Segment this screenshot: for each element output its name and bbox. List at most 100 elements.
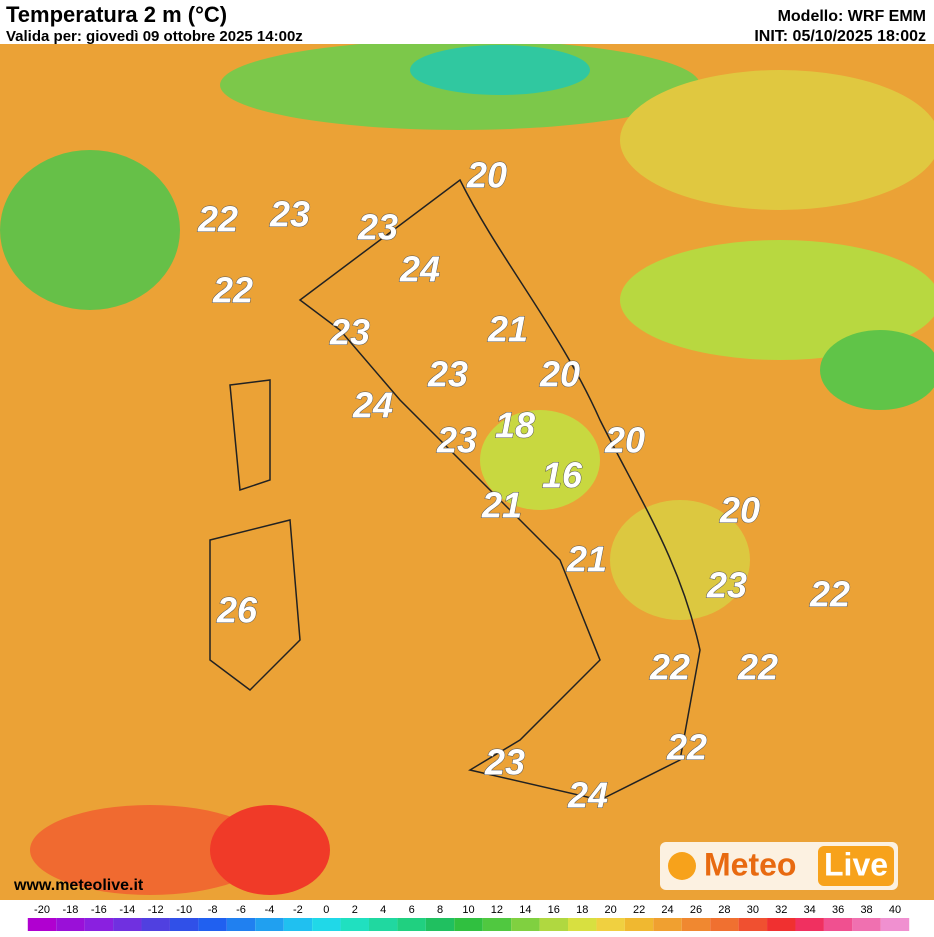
colorbar-tick-label: 30 xyxy=(747,904,759,916)
city-label: 20 xyxy=(604,420,645,461)
colorbar-segment xyxy=(738,918,768,931)
logo-meteo: Meteo xyxy=(704,846,796,882)
colorbar-tick-label: 36 xyxy=(832,904,844,916)
colorbar-tick-label: 8 xyxy=(437,904,443,916)
colorbar-tick-label: -20 xyxy=(34,904,50,916)
colorbar-segment xyxy=(624,918,654,931)
valid-time: Valida per: giovedì 09 ottobre 2025 14:0… xyxy=(6,28,303,45)
colorbar-tick-label: 32 xyxy=(775,904,787,916)
colorbar-tick-label: -8 xyxy=(208,904,218,916)
colorbar-segment xyxy=(425,918,455,931)
colorbar-tick-label: 14 xyxy=(519,904,531,916)
city-label: 23 xyxy=(329,312,370,353)
colorbar-segment xyxy=(27,918,57,931)
colorbar-tick-label: -18 xyxy=(62,904,78,916)
city-label: 20 xyxy=(466,155,507,196)
colorbar-segment xyxy=(511,918,540,931)
logo-sun xyxy=(668,852,696,880)
city-label: 21 xyxy=(566,539,607,580)
city-label: 23 xyxy=(269,194,310,235)
colorbar-segment xyxy=(454,918,483,931)
colorbar-tick-label: 28 xyxy=(718,904,730,916)
city-label: 20 xyxy=(539,354,580,395)
cold-patch xyxy=(620,240,934,360)
coastline xyxy=(298,178,701,801)
colorbar-segment xyxy=(368,918,398,931)
colorbar-tick-label: -14 xyxy=(119,904,135,916)
mild-patch xyxy=(620,70,934,210)
colorbar-tick-label: 26 xyxy=(690,904,702,916)
warm-patch xyxy=(210,805,330,895)
colorbar-segment xyxy=(397,918,426,931)
header-band xyxy=(0,0,934,44)
colorbar-segment xyxy=(880,918,910,931)
colorbar-tick-label: 20 xyxy=(605,904,617,916)
colorbar-tick-label: 18 xyxy=(576,904,588,916)
cold-patch xyxy=(0,150,180,310)
colorbar-segment xyxy=(482,918,512,931)
city-label: 26 xyxy=(216,590,258,631)
city-label: 22 xyxy=(809,574,850,615)
city-label: 23 xyxy=(484,742,525,783)
colorbar-tick-label: 10 xyxy=(462,904,474,916)
colorbar: -20 -18 -16 -14 -12 -10 -8 -6 -4 -2 0 2 4 6 8 10 12 14 16 1… xyxy=(0,900,934,937)
city-label: 23 xyxy=(706,565,747,606)
colorbar-tick-label: -10 xyxy=(176,904,192,916)
city-label: 21 xyxy=(487,309,528,350)
colorbar-segment xyxy=(169,918,199,931)
colorbar-segment xyxy=(255,918,284,931)
colorbar-segment xyxy=(198,918,227,931)
colorbar-tick-label: 24 xyxy=(661,904,673,916)
mild-patch xyxy=(480,410,600,510)
city-label: 22 xyxy=(737,647,778,688)
colorbar-tick-label: 6 xyxy=(409,904,415,916)
colorbar-segment xyxy=(596,918,625,931)
colorbar-segment xyxy=(113,918,142,931)
colorbar-tick-label: 2 xyxy=(352,904,358,916)
colorbar-segment xyxy=(56,918,85,931)
colorbar-tick-label: -2 xyxy=(293,904,303,916)
city-label: 16 xyxy=(542,455,583,496)
title: Temperatura 2 m (°C) xyxy=(6,2,227,27)
colorbar-segment xyxy=(340,918,369,931)
colorbar-tick-label: 22 xyxy=(633,904,645,916)
city-label: 24 xyxy=(567,775,608,816)
city-label: 24 xyxy=(399,249,440,290)
colorbar-tick-label: -12 xyxy=(148,904,164,916)
colorbar-segment xyxy=(283,918,313,931)
colorbar-segment xyxy=(141,918,170,931)
colorbar-segment xyxy=(653,918,682,931)
colorbar-segment xyxy=(84,918,114,931)
city-label: 23 xyxy=(436,420,477,461)
logo-live-box xyxy=(818,846,894,886)
city-label: 22 xyxy=(197,199,238,240)
colorbar-segment xyxy=(681,918,711,931)
colorbar-tick-label: 12 xyxy=(491,904,503,916)
colorbar-tick-label: -6 xyxy=(236,904,246,916)
colorbar-tick-label: -4 xyxy=(265,904,275,916)
colorbar-segment xyxy=(539,918,569,931)
city-label: 24 xyxy=(352,385,393,426)
city-label: 23 xyxy=(427,354,468,395)
colorbar-segment xyxy=(767,918,796,931)
warm-patch xyxy=(30,805,270,895)
colorbar-segment xyxy=(710,918,739,931)
cold-patch xyxy=(410,45,590,95)
city-label: 18 xyxy=(495,405,535,446)
city-label: 21 xyxy=(481,485,522,526)
colorbar-tick-label: 4 xyxy=(380,904,386,916)
colorbar-tick-label: 34 xyxy=(804,904,816,916)
model: Modello: WRF EMM xyxy=(778,8,926,25)
colorbar-tick-label: 40 xyxy=(889,904,901,916)
colorbar-segment xyxy=(852,918,881,931)
init-time: INIT: 05/10/2025 18:00z xyxy=(754,28,926,45)
city-label: 23 xyxy=(357,207,398,248)
colorbar-tick-label: 0 xyxy=(323,904,329,916)
coastline xyxy=(209,519,301,691)
colorbar-segment xyxy=(795,918,824,931)
city-label: 20 xyxy=(719,490,760,531)
field-patches xyxy=(0,40,934,895)
city-label: 22 xyxy=(212,270,253,311)
